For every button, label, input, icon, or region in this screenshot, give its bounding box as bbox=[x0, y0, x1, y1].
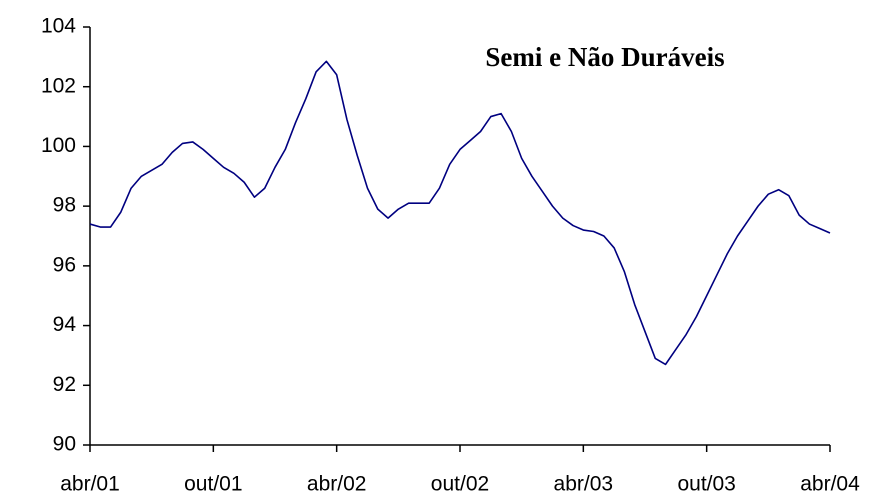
y-tick-label: 104 bbox=[41, 15, 76, 38]
y-tick-label: 102 bbox=[41, 74, 76, 97]
x-tick-label: abr/02 bbox=[307, 473, 367, 496]
chart-title: Semi e Não Duráveis bbox=[485, 42, 724, 72]
y-tick-label: 92 bbox=[53, 373, 76, 396]
x-tick-label: out/02 bbox=[431, 473, 489, 496]
x-tick-label: abr/04 bbox=[800, 473, 860, 496]
x-tick-label: out/03 bbox=[677, 473, 735, 496]
y-tick-label: 100 bbox=[41, 134, 76, 157]
y-tick-label: 90 bbox=[53, 433, 76, 456]
data-line bbox=[89, 60, 831, 366]
x-tick-label: abr/03 bbox=[554, 473, 614, 496]
x-tick-label: abr/01 bbox=[60, 473, 120, 496]
y-tick-label: 96 bbox=[53, 253, 76, 276]
y-tick-label: 94 bbox=[53, 313, 77, 336]
x-tick-label: out/01 bbox=[184, 473, 242, 496]
y-tick-label: 98 bbox=[53, 194, 76, 217]
